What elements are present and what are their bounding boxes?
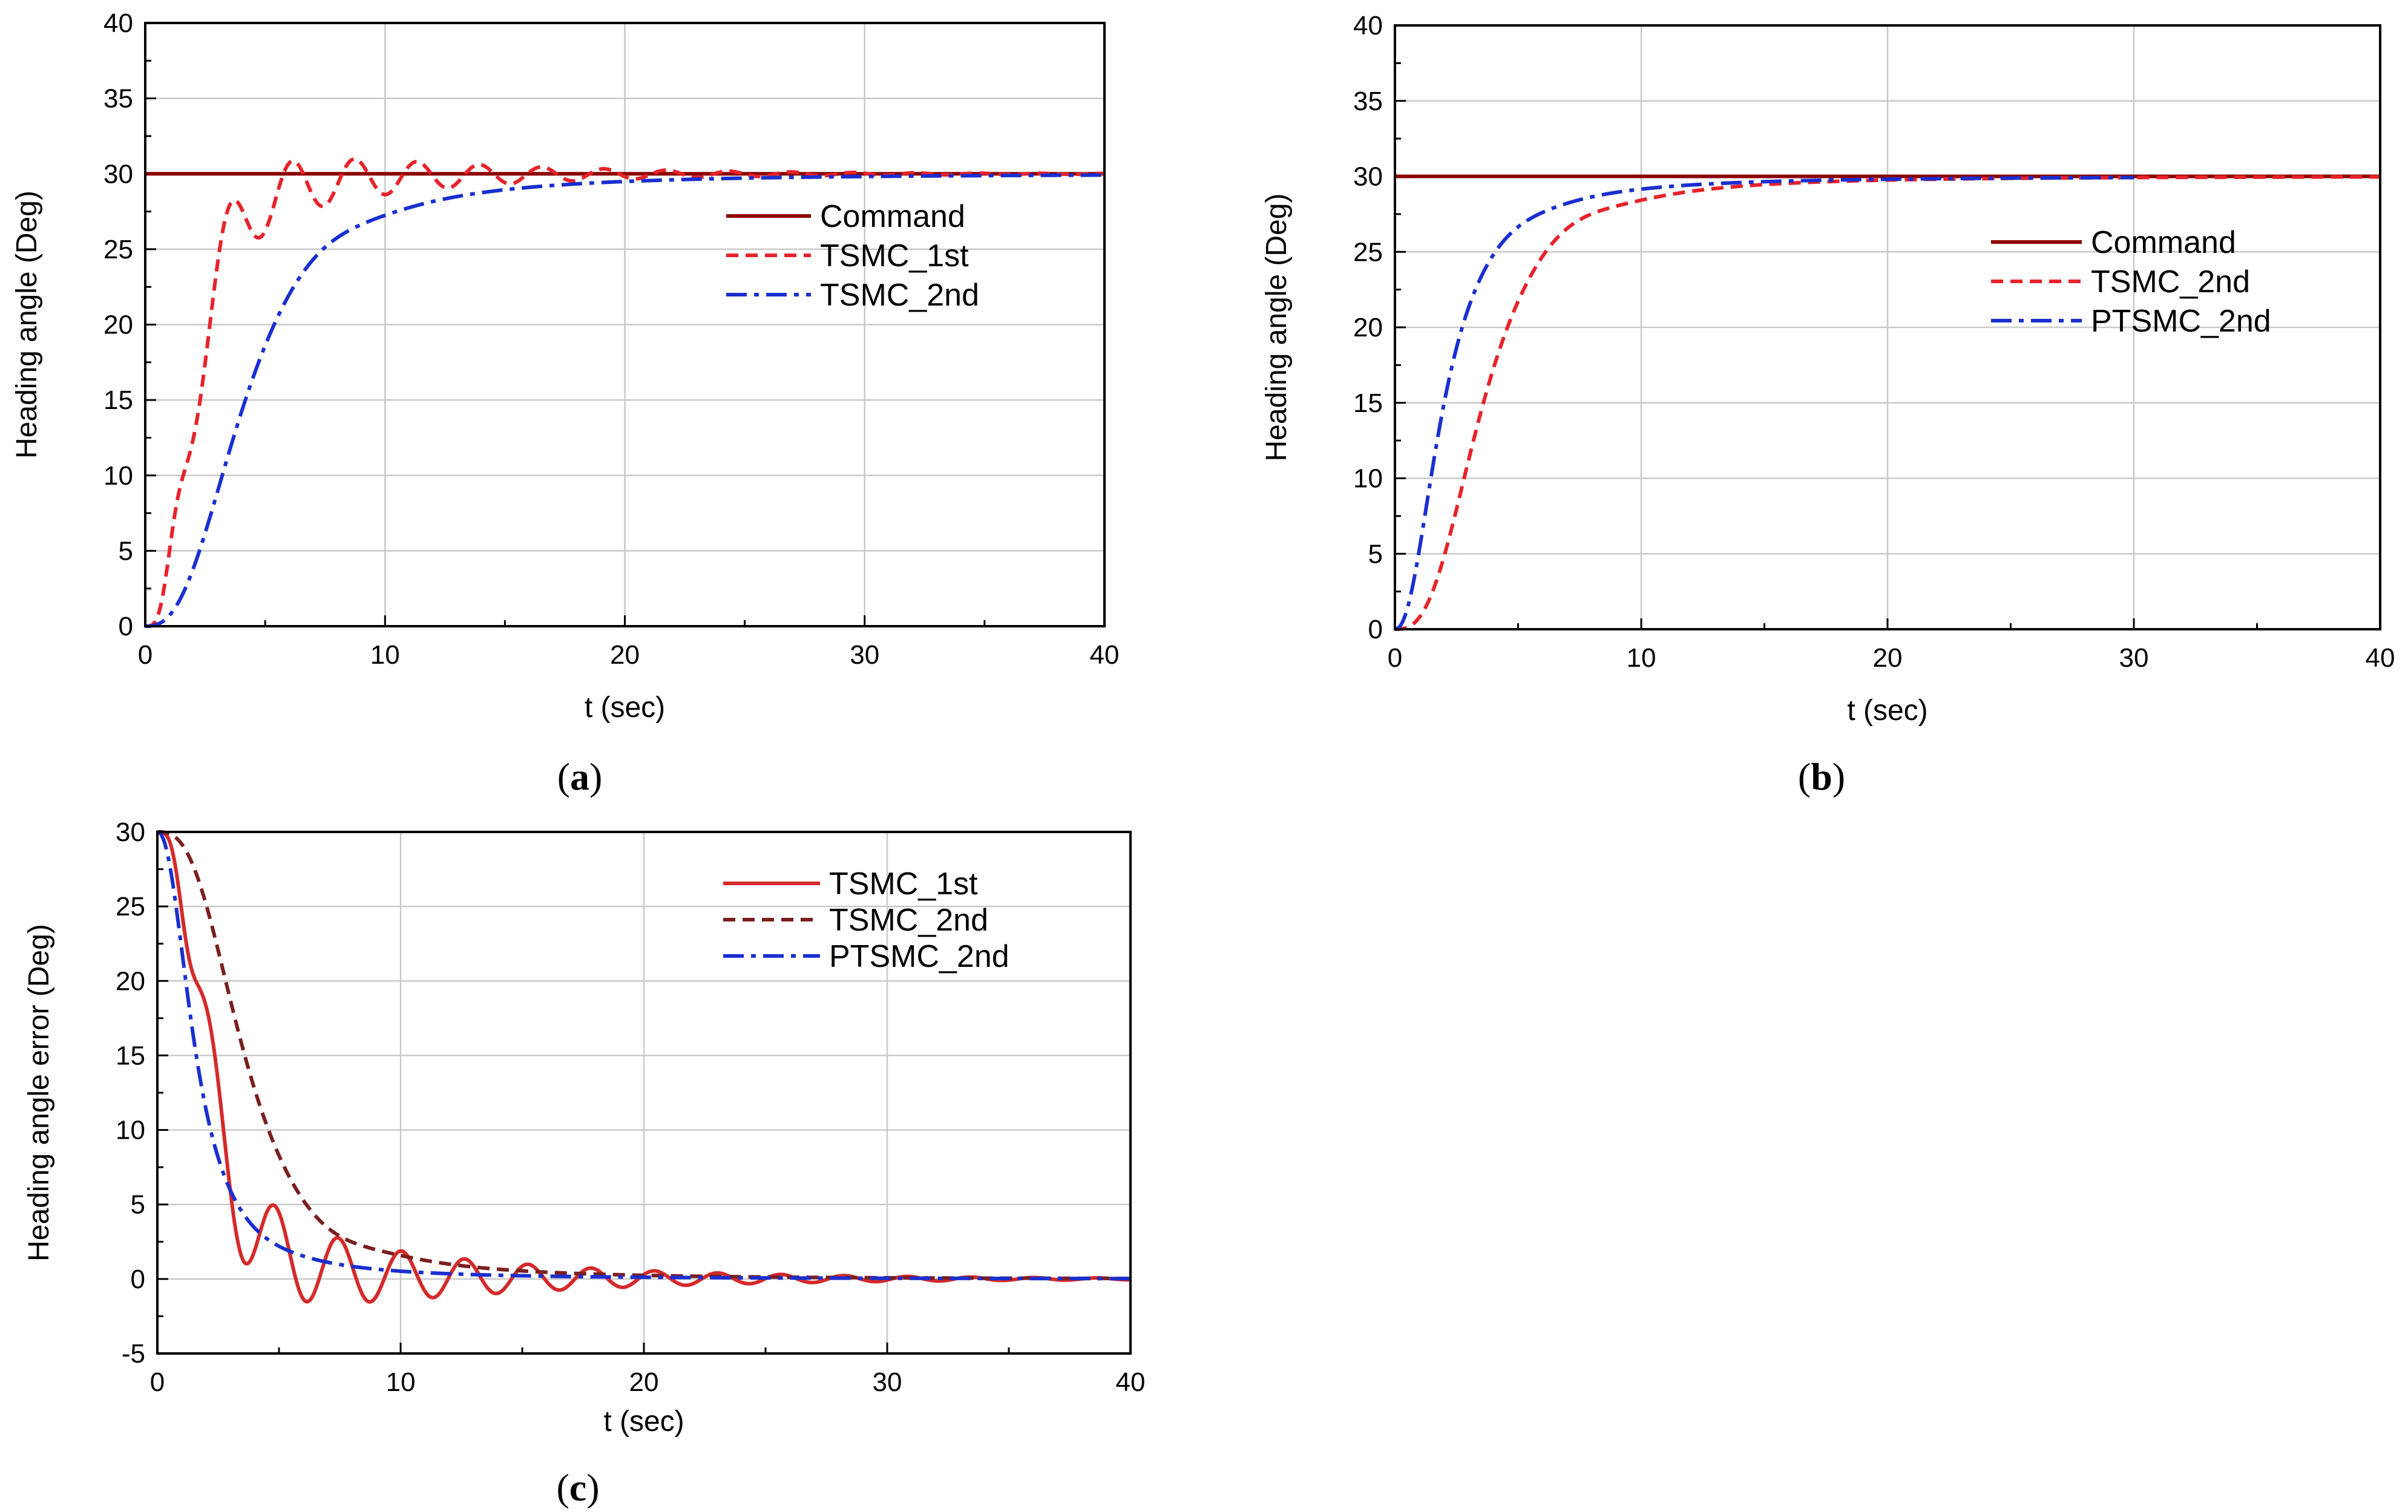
x-tick-label: 30 [850, 640, 879, 670]
caption-close-paren: ) [586, 1466, 599, 1509]
y-tick-label: 30 [103, 159, 133, 189]
y-tick-label: 40 [103, 8, 133, 38]
legend-label: TSMC_2nd [820, 278, 979, 313]
y-tick-label: 10 [103, 461, 133, 491]
x-tick-label: 10 [386, 1367, 416, 1397]
x-axis-label: t (sec) [1847, 695, 1927, 727]
y-tick-label: 0 [119, 612, 133, 641]
x-axis-label: t (sec) [585, 692, 665, 724]
y-axis-label: Heading angle (Deg) [1261, 194, 1293, 462]
legend: Command TSMC_1st TSMC_2nd [726, 199, 979, 313]
y-tick-label: 30 [1353, 162, 1383, 192]
y-tick-label: 40 [1353, 11, 1383, 41]
y-tick-label: 15 [103, 385, 133, 415]
y-axis-label: Heading angle (Deg) [11, 191, 43, 459]
panel-caption: (b) [1798, 755, 1845, 798]
x-tick-label: 20 [610, 640, 640, 670]
y-tick-label: 35 [103, 84, 133, 114]
x-axis-label: t (sec) [603, 1406, 684, 1438]
y-tick-label: 0 [1368, 615, 1383, 644]
caption-close-paren: ) [589, 755, 602, 798]
y-tick-label: 0 [131, 1265, 145, 1294]
plot-frame [156, 831, 1132, 1355]
panel-caption: (c) [556, 1466, 599, 1509]
caption-letter: c [569, 1466, 586, 1509]
x-tick-label: 40 [1116, 1367, 1146, 1397]
y-tick-label: 25 [116, 892, 145, 921]
x-tick-label: 10 [1627, 643, 1656, 673]
y-tick-label: 20 [1353, 313, 1383, 342]
caption-letter: a [570, 755, 589, 798]
x-tick-label: 20 [629, 1367, 659, 1397]
y-tick-label: 10 [1353, 464, 1383, 494]
caption-open-paren: ( [1798, 755, 1811, 798]
legend: Command TSMC_2nd PTSMC_2nd [1991, 225, 2271, 339]
legend-label: TSMC_1st [829, 866, 978, 902]
x-tick-label: 0 [138, 640, 153, 670]
caption-close-paren: ) [1832, 755, 1845, 798]
legend-label: TSMC_2nd [829, 903, 988, 938]
y-tick-label: 15 [1353, 388, 1383, 418]
chart-c: 0 10 20 30 40-5051015202530TSMC_1stTSMC_2ndP… [23, 817, 1145, 1509]
caption-open-paren: ( [557, 755, 570, 798]
x-tick-label: 10 [370, 640, 400, 670]
y-tick-label: 35 [1353, 87, 1383, 116]
series-line-tsmc-2nd [144, 173, 1106, 628]
series-line-ptsmc-2nd [157, 830, 1131, 1281]
legend-label: TSMC_1st [820, 238, 969, 273]
y-tick-label: 5 [119, 536, 133, 566]
x-tick-label: 0 [1388, 643, 1402, 673]
y-tick-label: 20 [103, 310, 133, 340]
legend-label: PTSMC_2nd [829, 939, 1009, 974]
panel-caption: (a) [557, 755, 603, 798]
series-line-tsmc-1st [144, 157, 1106, 628]
legend-label: TSMC_2nd [2091, 264, 2250, 299]
y-tick-label: 30 [116, 817, 145, 847]
legend-label: Command [820, 199, 965, 234]
y-tick-label: 5 [1368, 539, 1383, 569]
chart-a: 0 10 20 30 40 0 5 10 15 20 25 30 35 40 Command TSMC_1st… [11, 8, 1119, 798]
caption-open-paren: ( [556, 1466, 569, 1509]
y-tick-label: 10 [116, 1116, 145, 1145]
chart-b: 0 10 20 30 40 0 5 10 15 20 25 30 35 40 Command TSMC_2nd… [1261, 11, 2395, 798]
y-axis-label: Heading angle error (Deg) [23, 924, 55, 1262]
x-tick-label: 30 [873, 1367, 902, 1397]
y-tick-label: 25 [1353, 237, 1383, 267]
legend-label: PTSMC_2nd [2091, 304, 2271, 339]
x-tick-label: 30 [2119, 643, 2149, 673]
plot-frame [1394, 24, 2381, 630]
x-tick-label: 0 [150, 1367, 165, 1397]
y-tick-label: 15 [116, 1041, 145, 1070]
x-tick-label: 20 [1873, 643, 1903, 673]
y-tick-label: 5 [131, 1190, 145, 1220]
x-tick-label: 40 [2366, 643, 2395, 673]
y-tick-label: 25 [103, 235, 133, 264]
legend-label: Command [2091, 225, 2236, 260]
series-line-ptsmc-2nd [1394, 175, 2134, 631]
plot-frame [144, 22, 1106, 627]
caption-letter: b [1811, 755, 1832, 798]
y-tick-label: 20 [116, 966, 145, 996]
y-tick-label: -5 [122, 1339, 145, 1369]
x-tick-label: 40 [1090, 640, 1120, 670]
